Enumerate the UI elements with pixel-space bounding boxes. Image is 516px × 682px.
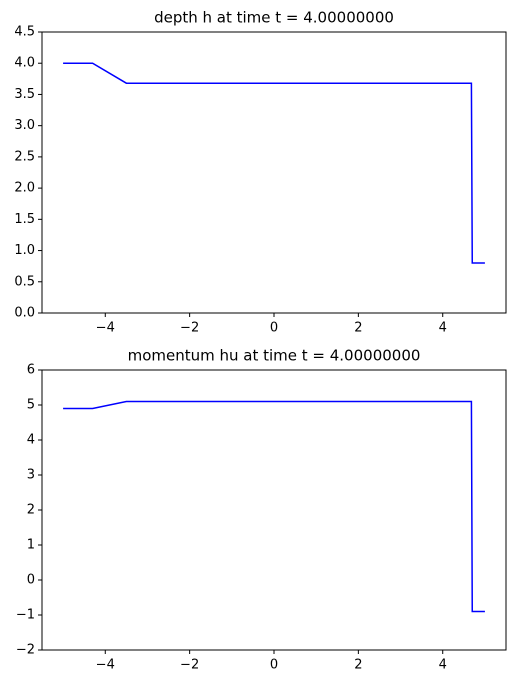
y-tick-label: 6 bbox=[27, 363, 35, 378]
x-tick-label: −4 bbox=[96, 321, 115, 336]
y-tick-label: 4.0 bbox=[14, 56, 35, 71]
y-tick-label: 3.0 bbox=[14, 118, 35, 133]
y-tick-label: 0.5 bbox=[14, 274, 35, 289]
x-tick-label: 0 bbox=[270, 321, 278, 336]
y-tick-label: 2.5 bbox=[14, 149, 35, 164]
y-tick-label: 0.0 bbox=[14, 306, 35, 321]
y-tick-label: −2 bbox=[16, 643, 35, 658]
y-tick-label: 5 bbox=[27, 398, 35, 413]
x-tick-label: −4 bbox=[96, 658, 115, 673]
chart-title: depth h at time t = 4.00000000 bbox=[154, 9, 394, 27]
y-tick-label: 4.5 bbox=[14, 25, 35, 40]
y-tick-label: 1 bbox=[27, 538, 35, 553]
y-tick-label: 3 bbox=[27, 468, 35, 483]
y-tick-label: −1 bbox=[16, 608, 35, 623]
y-tick-label: 1.0 bbox=[14, 243, 35, 258]
x-tick-label: 4 bbox=[439, 658, 447, 673]
chart-title: momentum hu at time t = 4.00000000 bbox=[128, 347, 421, 365]
axes-frame bbox=[41, 31, 507, 314]
x-tick-label: −2 bbox=[180, 658, 199, 673]
x-tick-label: −2 bbox=[180, 321, 199, 336]
x-tick-label: 2 bbox=[354, 658, 362, 673]
y-tick-label: 1.5 bbox=[14, 212, 35, 227]
y-tick-label: 4 bbox=[27, 433, 35, 448]
x-tick-label: 0 bbox=[270, 658, 278, 673]
data-line bbox=[63, 400, 485, 613]
x-tick-label: 4 bbox=[439, 321, 447, 336]
axes-frame bbox=[41, 369, 507, 651]
y-tick-label: 2.0 bbox=[14, 181, 35, 196]
data-line bbox=[63, 62, 485, 264]
y-tick-label: 3.5 bbox=[14, 87, 35, 102]
y-tick-label: 0 bbox=[27, 573, 35, 588]
y-tick-label: 2 bbox=[27, 503, 35, 518]
x-tick-label: 2 bbox=[354, 321, 362, 336]
